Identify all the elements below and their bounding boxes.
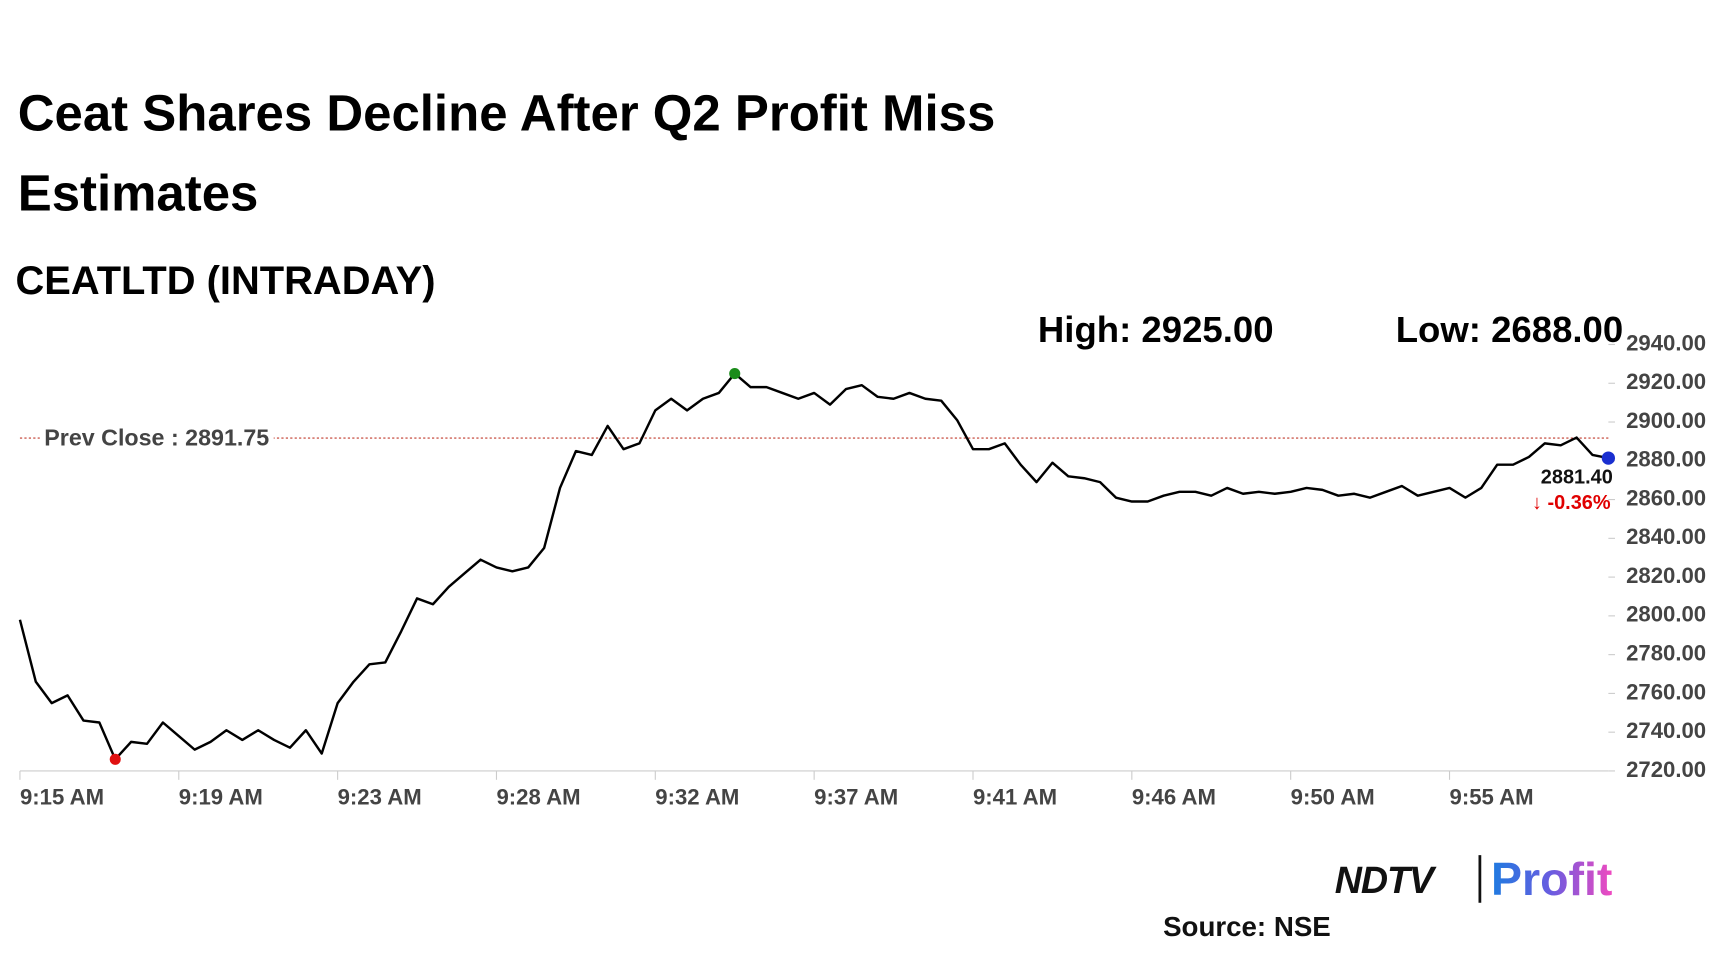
y-tick-label: 2940.00 [1626,330,1706,355]
last-price-label: 2881.40 [1541,466,1613,488]
y-tick-label: 2780.00 [1626,640,1706,665]
x-tick-label: 9:15 AM [20,784,104,809]
prev-close-label: Prev Close : 2891.75 [44,424,269,450]
y-tick-label: 2720.00 [1626,757,1706,782]
high-marker [729,368,741,380]
x-tick-label: 9:23 AM [338,784,422,809]
y-tick-label: 2860.00 [1626,485,1706,510]
low-marker [109,753,121,765]
x-tick-label: 9:32 AM [655,784,739,809]
y-tick-label: 2840.00 [1626,524,1706,549]
change-label: ↓ -0.36% [1532,492,1611,514]
x-tick-label: 9:28 AM [496,784,580,809]
y-tick-label: 2740.00 [1626,718,1706,743]
x-tick-label: 9:55 AM [1450,784,1534,809]
last-marker [1601,451,1616,465]
price-line [18,372,1609,761]
source: Source: NSE [1163,911,1331,942]
y-tick-label: 2900.00 [1626,408,1706,433]
x-tick-label: 9:19 AM [179,784,263,809]
logo-brand: NDTV [1335,859,1437,901]
low-label: Low: 2688.00 [1396,309,1624,350]
x-tick-label: 9:37 AM [814,784,898,809]
y-tick-label: 2760.00 [1626,679,1706,704]
y-tick-label: 2800.00 [1626,602,1706,627]
y-tick-label: 2820.00 [1626,563,1706,588]
label-bg [39,424,274,451]
y-tick-label: 2880.00 [1626,447,1706,472]
chart-title: Ceat Shares Decline After Q2 Profit Miss… [18,85,996,222]
high-label: High: 2925.00 [1038,309,1274,350]
logo-product: Profit [1491,853,1612,905]
x-tick-label: 9:50 AM [1291,784,1375,809]
y-tick-label: 2920.00 [1626,369,1706,394]
x-tick-label: 9:41 AM [973,784,1057,809]
chart-subtitle: CEATLTD (INTRADAY) [16,259,436,303]
x-tick-label: 9:46 AM [1132,784,1216,809]
